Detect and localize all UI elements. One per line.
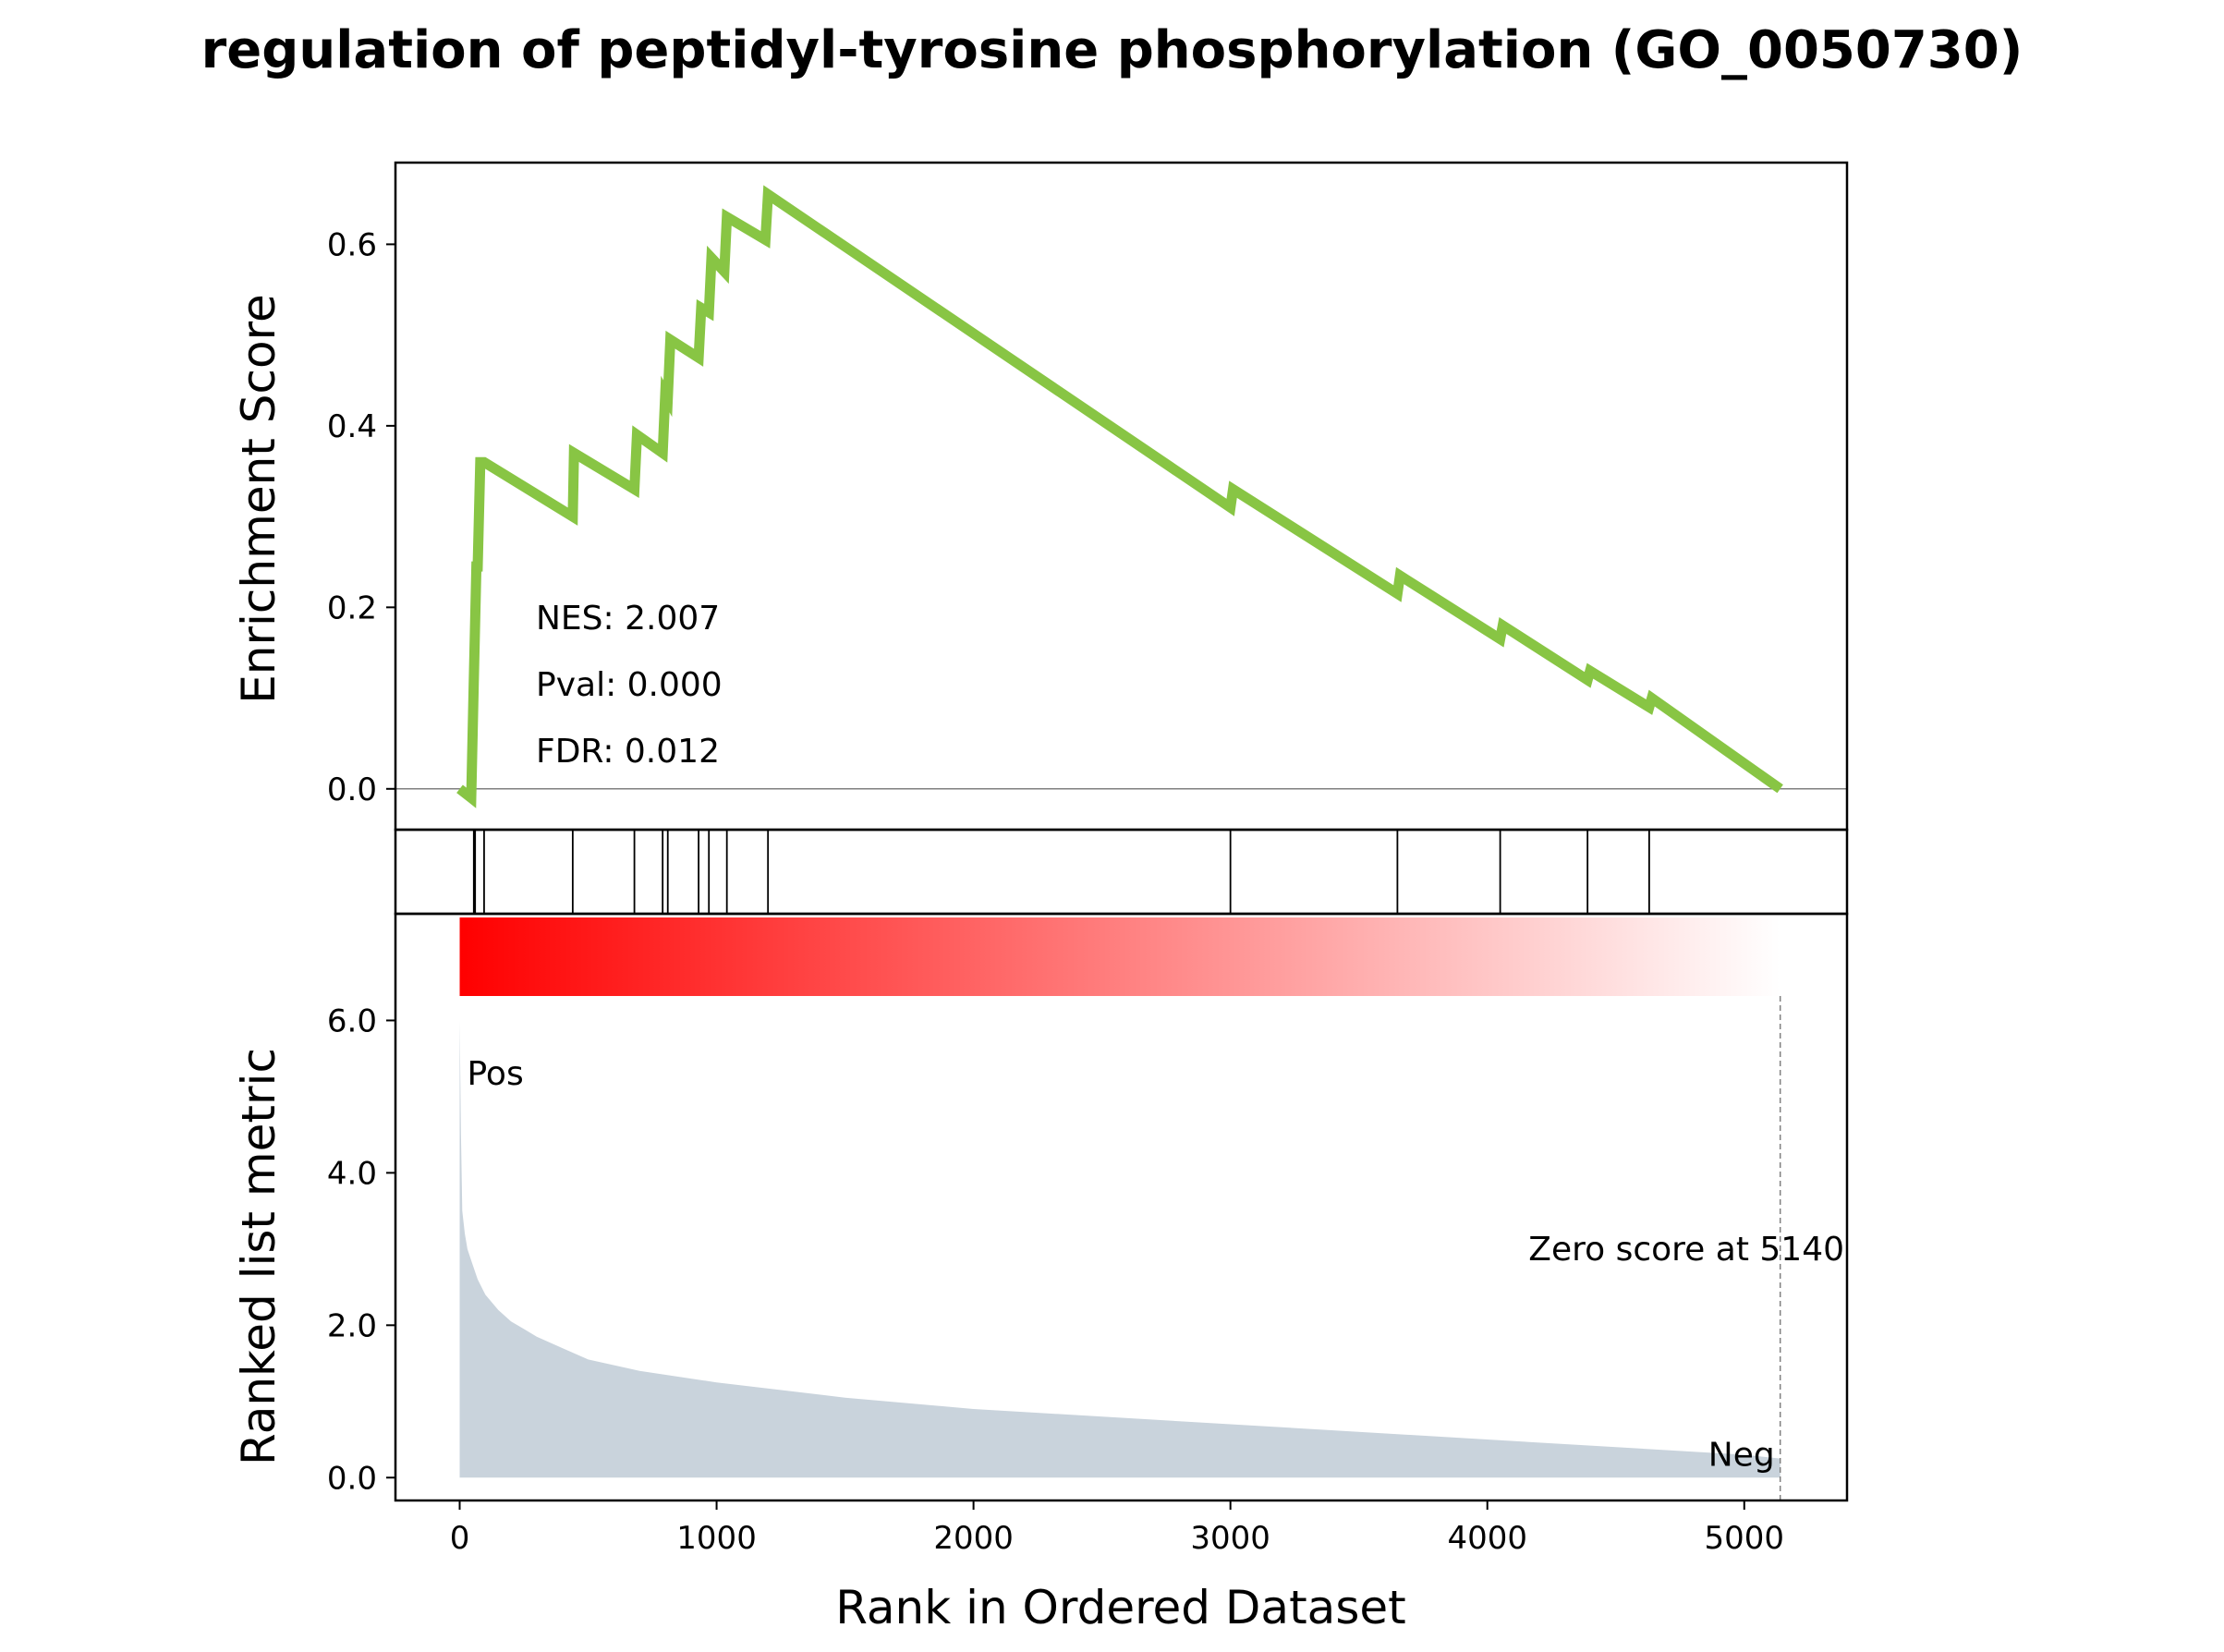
hit-panel-frame: [394, 828, 1849, 916]
x-tick-label: 4000: [1447, 1520, 1527, 1557]
es-y-tick-label: 0.2: [327, 589, 377, 626]
page-title: regulation of peptidyl-tyrosine phosphor…: [201, 20, 2023, 80]
x-tick-label: 1000: [676, 1520, 757, 1557]
es-panel-frame: [394, 161, 1849, 832]
zero-score-label: Zero score at 5140: [1528, 1231, 1844, 1269]
x-tick-label: 5000: [1705, 1520, 1785, 1557]
rank-y-axis-title: Ranked list metric: [232, 1048, 286, 1465]
x-tick-label: 2000: [933, 1520, 1014, 1557]
enrichment-score-line: [456, 185, 1783, 808]
rank-gradient-bar: [459, 917, 1780, 996]
es-axis-title: Enrichment Score: [232, 294, 286, 704]
hit-positions-panel: [394, 828, 1849, 916]
x-axis-title: Rank in Ordered Dataset: [835, 1581, 1405, 1634]
ranked-metric-area: [459, 1020, 1780, 1478]
nes-label: NES: 2.007: [536, 600, 720, 638]
rank-panel-frame: [394, 912, 1849, 1502]
es-y-tick-label: 0.4: [327, 408, 377, 445]
es-y-tick-label: 0.6: [327, 226, 377, 263]
pval-label: Pval: 0.000: [536, 666, 723, 704]
pos-label: Pos: [468, 1055, 524, 1093]
rank-y-tick-label: 4.0: [327, 1155, 377, 1192]
x-tick-label: 0: [450, 1520, 470, 1557]
ranked-list-panel: Pos Neg Zero score at 5140 0.02.04.06.0 …: [232, 912, 1849, 1634]
fdr-label: FDR: 0.012: [536, 733, 720, 771]
rank-y-tick-label: 6.0: [327, 1002, 377, 1039]
enrichment-score-panel: 0.0 0.2 0.4 0.6 NES: 2.007 Pval: 0.000 FDR:…: [232, 161, 1849, 832]
es-y-tick-label: 0.0: [327, 771, 377, 808]
x-tick-label: 3000: [1190, 1520, 1270, 1557]
neg-label: Neg: [1708, 1437, 1775, 1475]
rank-y-tick-label: 0.0: [327, 1460, 377, 1497]
rank-y-tick-label: 2.0: [327, 1307, 377, 1344]
